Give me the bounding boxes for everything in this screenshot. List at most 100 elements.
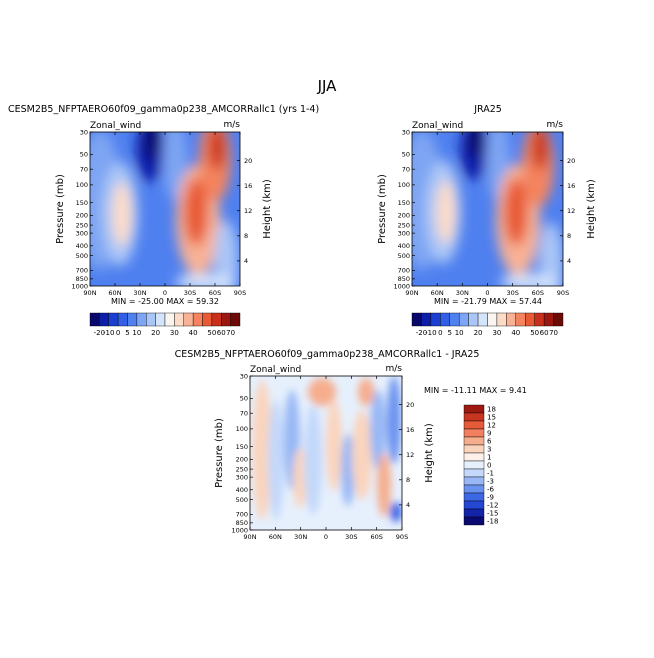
colorbar-swatch: [463, 468, 485, 478]
colorbar-swatch: [506, 312, 517, 327]
x-tick-label: 0: [485, 289, 489, 297]
y-tick-label: 70: [80, 166, 88, 174]
y-tick-label: 300: [398, 229, 410, 237]
y-tick-label: 850: [236, 519, 248, 527]
colorbar-swatch: [221, 312, 231, 327]
y2-tick-label: 12: [406, 451, 414, 459]
y-tick-label: 200: [398, 212, 410, 220]
panel-obs-units: m/s: [547, 120, 564, 130]
panel-model-variable-label: Zonal_wind: [90, 121, 141, 131]
colorbar-swatch: [463, 484, 485, 494]
colorbar-label: 20: [151, 329, 160, 337]
colorbar-label: 20: [474, 329, 483, 337]
y-tick-label: 150: [76, 199, 88, 207]
panel-model: CESM2B5_NFPTAERO60f09_gamma0p238_AMCORRa…: [8, 104, 319, 306]
colorbar-swatch: [449, 312, 460, 327]
y-tick-label: 250: [76, 221, 88, 229]
y-tick-label: 400: [236, 486, 248, 494]
y2-tick-label: 4: [244, 257, 248, 265]
panel-obs-field: [412, 132, 563, 286]
colorbar-swatch: [211, 312, 222, 327]
x-tick-label: 0: [324, 533, 328, 541]
x-tick-label: 90S: [396, 533, 408, 541]
colorbar-label: 10: [455, 329, 464, 337]
x-tick-label: 30S: [184, 289, 196, 297]
colorbar-swatch: [463, 492, 485, 502]
colorbar-swatch: [463, 436, 485, 446]
y-tick-label: 50: [240, 395, 248, 403]
colorbar-label: -1: [487, 470, 494, 478]
colorbar-label: 0: [438, 329, 442, 337]
colorbar-label: -18: [487, 518, 498, 526]
colorbar-swatch: [463, 452, 485, 462]
colorbar-swatch: [463, 412, 485, 422]
colorbar-label: -3: [487, 478, 494, 486]
x-tick-label: 90S: [234, 289, 246, 297]
panel-model-field: [90, 132, 240, 286]
y-tick-label: 30: [80, 128, 88, 136]
colorbar-swatch: [430, 312, 441, 327]
y2-tick-label: 8: [567, 232, 571, 240]
colorbar-label: -10: [425, 329, 436, 337]
y-tick-label: 200: [236, 456, 248, 464]
y-tick-label: 30: [240, 372, 248, 380]
y2-tick-label: 20: [244, 157, 252, 165]
y-tick-label: 150: [398, 199, 410, 207]
colorbar-label: 9: [487, 430, 491, 438]
x-tick-label: 30N: [133, 289, 146, 297]
y-tick-label: 400: [398, 242, 410, 250]
colorbar-swatch: [411, 312, 422, 327]
colorbar-swatch: [468, 312, 479, 327]
y-tick-label: 300: [236, 473, 248, 481]
panel-model-title: CESM2B5_NFPTAERO60f09_gamma0p238_AMCORRa…: [8, 104, 319, 115]
colorbar-label: 10: [132, 329, 141, 337]
colorbar-label: 50: [207, 329, 216, 337]
colorbar-label: 40: [511, 329, 520, 337]
y-tick-label: 50: [402, 151, 410, 159]
y2-tick-label: 20: [406, 401, 414, 409]
colorbar-swatch: [230, 312, 241, 327]
y-tick-label: 100: [236, 425, 248, 433]
panel-obs-y-axis-title: Pressure (mb): [377, 174, 388, 244]
panel-obs: JRA25 Zonal_wind m/s 90N 60N 30N 0 30S 60S 90S…: [377, 104, 597, 306]
colorbar-swatch: [136, 312, 147, 327]
panel-model-y2-axis-title: Height (km): [262, 179, 273, 239]
colorbar-swatch: [463, 444, 485, 454]
colorbar-swatch: [202, 312, 213, 327]
y2-tick-label: 8: [244, 232, 248, 240]
x-tick-label: 90N: [405, 289, 418, 297]
x-tick-label: 30N: [456, 289, 469, 297]
colorbar-label: 5: [448, 329, 452, 337]
y-tick-label: 700: [398, 267, 410, 275]
colorbar-swatch: [477, 312, 488, 327]
x-tick-label: 30S: [506, 289, 518, 297]
colorbar-swatch: [463, 460, 485, 470]
y2-tick-label: 12: [244, 207, 252, 215]
colorbar-label: 50: [530, 329, 539, 337]
colorbar-swatch: [463, 516, 485, 526]
y-tick-label: 150: [236, 443, 248, 451]
colorbar-swatch: [192, 312, 203, 327]
y-tick-label: 300: [76, 229, 88, 237]
y-tick-label: 850: [398, 275, 410, 283]
colorbar-swatch: [108, 312, 119, 327]
colorbar-label: 18: [487, 406, 496, 414]
y-tick-label: 250: [236, 465, 248, 473]
colorbar-swatch: [525, 312, 535, 327]
y-tick-label: 1000: [231, 526, 248, 534]
y-tick-label: 500: [236, 496, 248, 504]
panel-obs-axes: 90N 60N 30N 0 30S 60S 90S 30 50 70 100 150 200250300…: [393, 128, 575, 297]
colorbar-swatch: [463, 404, 485, 414]
x-tick-label: 30S: [345, 533, 357, 541]
colorbar-obs: -20-10 0 5 10 20 30 40 50 60 70: [411, 312, 564, 337]
colorbar-swatch: [496, 312, 507, 327]
colorbar-swatch: [463, 428, 485, 438]
colorbar-swatch: [534, 312, 545, 327]
colorbar-label: 15: [487, 414, 496, 422]
y2-tick-label: 4: [406, 501, 410, 509]
colorbar-label: -9: [487, 494, 494, 502]
panel-model-axes: 90N 60N 30N 0 30S 60S 90S 30 50 70 100 150 200250300…: [71, 128, 252, 297]
y-tick-label: 100: [76, 181, 88, 189]
colorbar-label: 12: [487, 422, 496, 430]
